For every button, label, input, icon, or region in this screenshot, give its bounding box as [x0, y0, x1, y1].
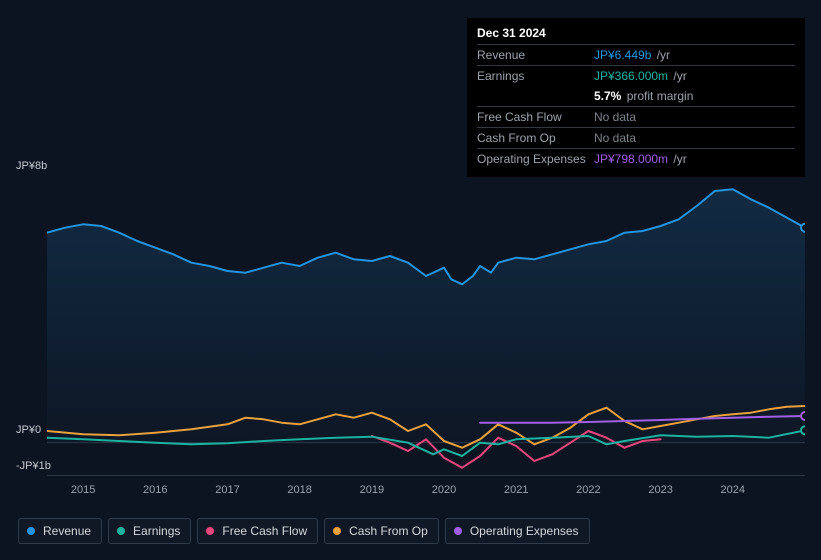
tooltip-row-value: JP¥6.449b /yr: [594, 48, 795, 62]
x-tick: 2019: [360, 484, 384, 496]
legend-item-opex[interactable]: Operating Expenses: [445, 518, 590, 544]
tooltip-row-label: Cash From Op: [477, 131, 594, 145]
y-label-top: JP¥8b: [16, 160, 47, 172]
legend-item-cfo[interactable]: Cash From Op: [324, 518, 439, 544]
tooltip-row-label: Revenue: [477, 48, 594, 62]
tooltip-box: Dec 31 2024 RevenueJP¥6.449b /yrEarnings…: [467, 18, 805, 177]
tooltip-row-value: No data: [594, 131, 795, 145]
legend-label: Revenue: [43, 524, 91, 538]
tooltip-row: Operating ExpensesJP¥798.000m /yr: [477, 148, 795, 169]
x-tick: 2024: [721, 484, 745, 496]
tooltip-date: Dec 31 2024: [477, 24, 795, 44]
y-label-zero: JP¥0: [16, 424, 41, 436]
y-label-bottom: -JP¥1b: [16, 460, 51, 472]
tooltip-row-label: Earnings: [477, 69, 594, 83]
legend-swatch: [333, 527, 341, 535]
tooltip-row: EarningsJP¥366.000m /yr: [477, 65, 795, 86]
tooltip-row-sub-value: 5.7% profit margin: [594, 89, 795, 103]
x-tick: 2017: [215, 484, 239, 496]
x-tick: 2021: [504, 484, 528, 496]
x-axis: 2015 2016 2017 2018 2019 2020 2021 2022 2023 2024: [47, 484, 805, 500]
tooltip-row: Cash From OpNo data: [477, 127, 795, 148]
legend-label: Free Cash Flow: [222, 524, 307, 538]
tooltip-row: RevenueJP¥6.449b /yr: [477, 44, 795, 65]
legend-item-fcf[interactable]: Free Cash Flow: [197, 518, 318, 544]
tooltip-row-label: Operating Expenses: [477, 152, 594, 166]
plot[interactable]: [47, 176, 805, 476]
legend: Revenue Earnings Free Cash Flow Cash From O…: [18, 518, 590, 544]
legend-swatch: [454, 527, 462, 535]
legend-swatch: [206, 527, 214, 535]
tooltip-row-value: JP¥798.000m /yr: [594, 152, 795, 166]
tooltip-row-value: JP¥366.000m /yr: [594, 69, 795, 83]
chart-area: JP¥8b JP¥0 -JP¥1b: [16, 160, 805, 480]
tooltip-row-label: Free Cash Flow: [477, 110, 594, 124]
legend-item-earnings[interactable]: Earnings: [108, 518, 191, 544]
x-tick: 2015: [71, 484, 95, 496]
legend-label: Operating Expenses: [470, 524, 579, 538]
legend-label: Cash From Op: [349, 524, 428, 538]
legend-swatch: [117, 527, 125, 535]
tooltip-row-sub: 5.7% profit margin: [477, 86, 795, 106]
x-tick: 2020: [432, 484, 456, 496]
tooltip-row-value: No data: [594, 110, 795, 124]
x-tick: 2022: [576, 484, 600, 496]
x-tick: 2016: [143, 484, 167, 496]
legend-label: Earnings: [133, 524, 180, 538]
x-tick: 2018: [287, 484, 311, 496]
legend-swatch: [27, 527, 35, 535]
legend-item-revenue[interactable]: Revenue: [18, 518, 102, 544]
tooltip-row: Free Cash FlowNo data: [477, 106, 795, 127]
x-tick: 2023: [648, 484, 672, 496]
